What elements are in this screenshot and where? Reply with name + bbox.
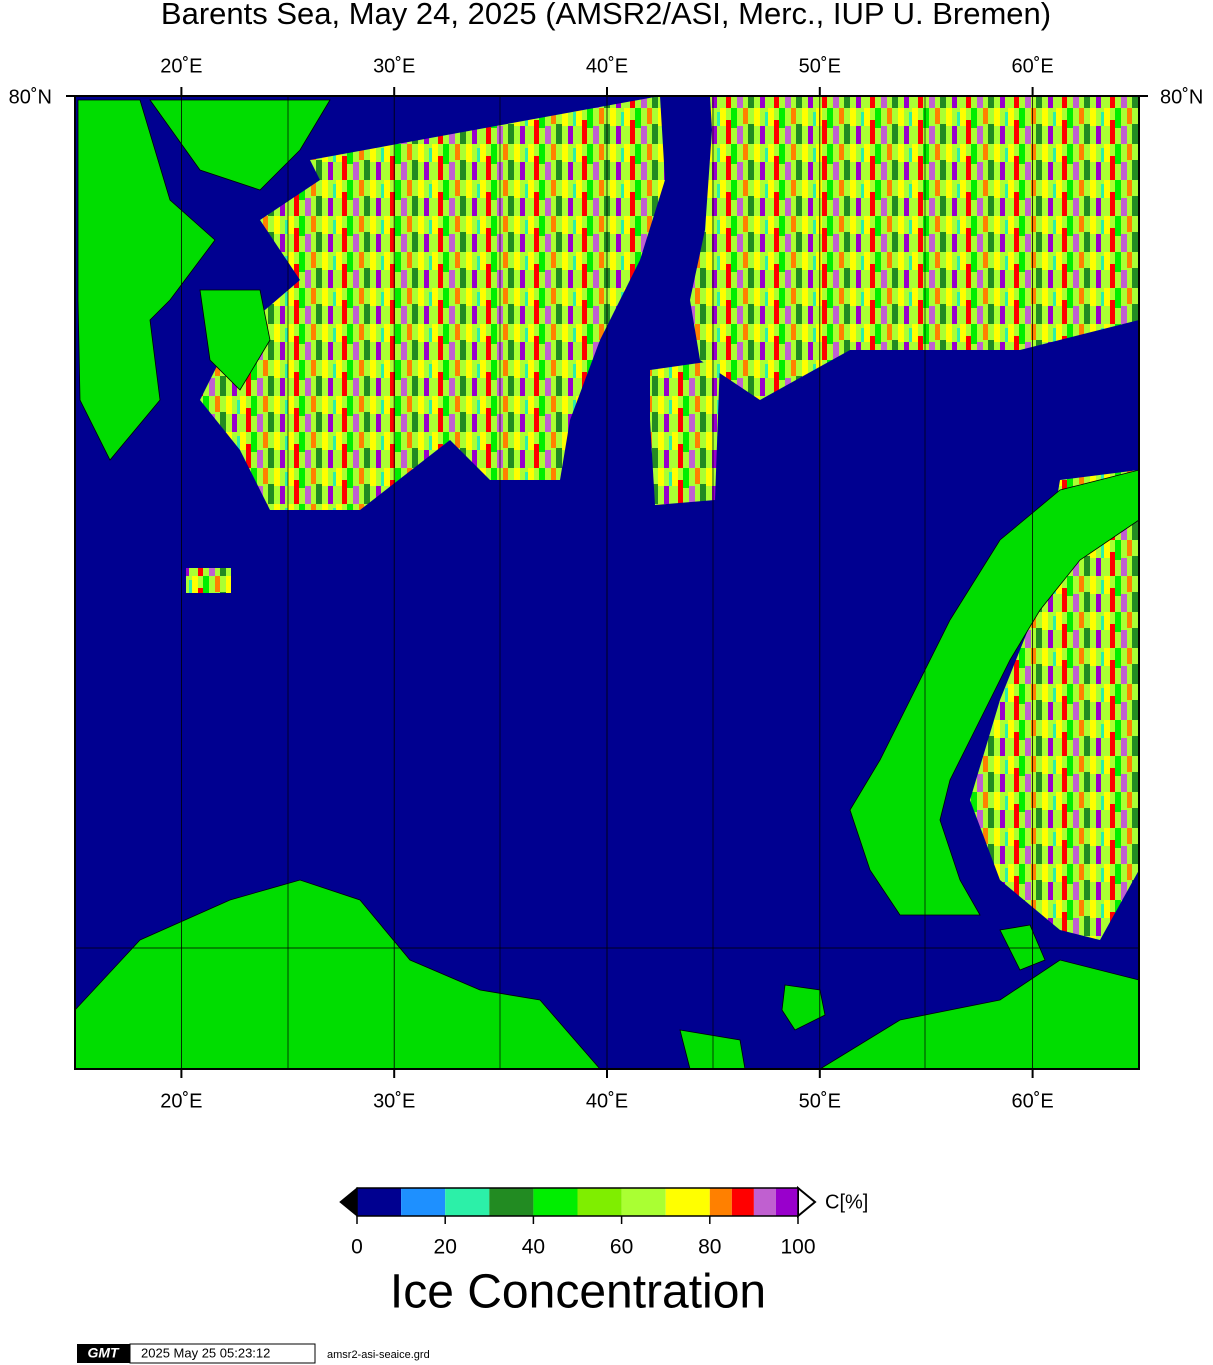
lon-label: 40˚E <box>586 1090 628 1112</box>
colorbar-segment <box>753 1188 776 1216</box>
colorbar-unit: C[%] <box>825 1191 868 1213</box>
colorbar-tick-label: 20 <box>434 1236 457 1259</box>
colorbar-frame <box>356 1187 799 1217</box>
land <box>999 924 1046 971</box>
colorbar-segment <box>621 1188 666 1216</box>
colorbar-segment <box>577 1188 622 1216</box>
gmt-logo-text: GMT <box>87 1345 120 1361</box>
land <box>77 99 216 461</box>
lon-label: 20˚E <box>160 1090 202 1112</box>
lon-label: 60˚E <box>1011 1090 1053 1112</box>
ice-area <box>650 360 720 505</box>
lon-label: 30˚E <box>373 1090 415 1112</box>
colorbar-segment <box>445 1188 490 1216</box>
lat-label: 80˚N <box>9 86 52 108</box>
title: Barents Sea, May 24, 2025 (AMSR2/ASI, Me… <box>161 0 1051 31</box>
land <box>149 99 331 191</box>
under-triangle <box>339 1186 358 1218</box>
lon-label: 60˚E <box>1011 55 1053 77</box>
colorbar-tick-label: 100 <box>780 1236 815 1259</box>
timestamp: 2025 May 25 05:23:12 <box>141 1345 270 1360</box>
land <box>74 879 601 1070</box>
ice-area <box>690 96 1139 400</box>
ice-area <box>186 568 231 593</box>
colorbar-tick-label: 0 <box>351 1236 363 1259</box>
colorbar-segment <box>665 1188 710 1216</box>
lon-label: 40˚E <box>586 55 628 77</box>
timestamp-box <box>129 1343 316 1364</box>
file-name: amsr2-asi-seaice.grd <box>327 1349 430 1361</box>
ice-area <box>200 96 665 510</box>
colorbar-segment <box>357 1188 402 1216</box>
ice-area <box>970 470 1139 940</box>
colorbar-tick-label: 80 <box>698 1236 721 1259</box>
colorbar-segment <box>709 1188 732 1216</box>
land <box>849 469 1140 916</box>
lon-label: 30˚E <box>373 55 415 77</box>
colorbar-label: Ice Concentration <box>390 1266 766 1319</box>
land <box>199 289 271 391</box>
colorbar-tick-label: 60 <box>610 1236 633 1259</box>
lon-label: 50˚E <box>799 55 841 77</box>
over-triangle <box>797 1185 817 1219</box>
gmt-logo <box>77 1344 130 1363</box>
lon-label: 20˚E <box>160 55 202 77</box>
lon-label: 50˚E <box>799 1090 841 1112</box>
lat-label: 80˚N <box>1160 86 1203 108</box>
map: 80˚N 80˚N <box>9 86 1203 1070</box>
colorbar-segment <box>775 1188 798 1216</box>
colorbar-segment <box>533 1188 578 1216</box>
colorbar-tick-label: 40 <box>522 1236 545 1259</box>
colorbar-segment <box>401 1188 446 1216</box>
colorbar-segment <box>489 1188 534 1216</box>
land <box>781 984 826 1031</box>
colorbar-segment <box>731 1188 754 1216</box>
